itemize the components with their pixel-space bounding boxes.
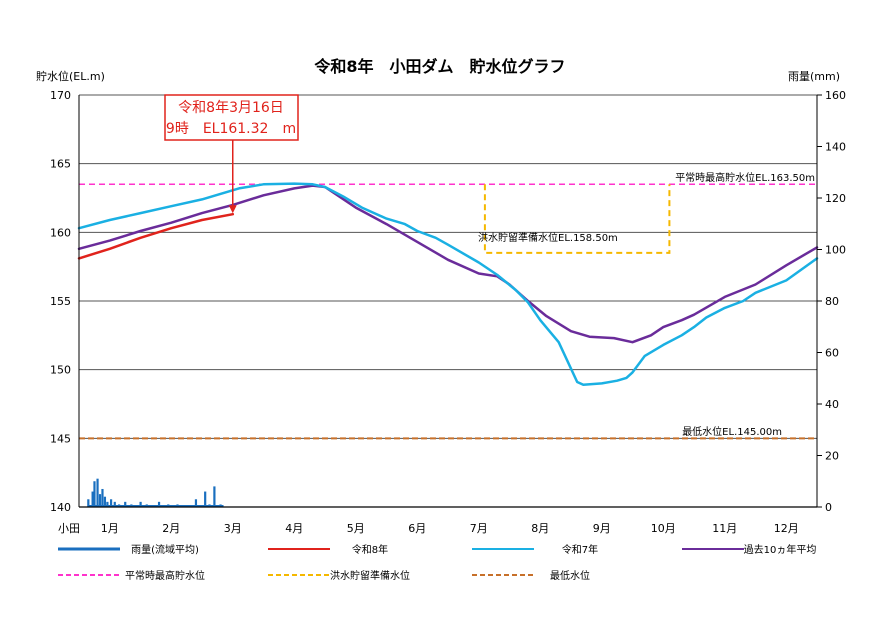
left-tick-label: 145	[50, 432, 71, 445]
rain-bar	[91, 491, 94, 507]
right-tick-label: 80	[825, 295, 839, 308]
month-label: 6月	[408, 522, 426, 535]
right-tick-label: 0	[825, 501, 832, 514]
rain-bar	[194, 499, 198, 507]
reference-lines	[79, 183, 817, 440]
legend-label-flood: 洪水貯留準備水位	[330, 569, 410, 582]
legend-label-minimum: 最低水位	[550, 569, 590, 582]
annotation: 令和8年3月16日 9時 EL161.32 m	[164, 94, 299, 214]
right-tick-label: 60	[825, 347, 839, 360]
rain-bar	[96, 478, 99, 507]
left-tick-label: 165	[50, 158, 71, 171]
rain-bar	[213, 486, 216, 507]
legend-label-avg: 過去10ヵ年平均	[744, 543, 817, 556]
right-tick-label: 120	[825, 192, 846, 205]
legend-label-normal_max: 平常時最高貯水位	[125, 569, 205, 582]
rain-bar	[157, 501, 161, 507]
left-tick-label: 160	[50, 226, 71, 239]
legend-label-rain: 雨量(流域平均)	[131, 543, 199, 556]
annotation-line2: 9時 EL161.32 m	[166, 121, 296, 137]
chart-title: 令和8年 小田ダム 貯水位グラフ	[313, 57, 565, 76]
rain-bar	[98, 494, 102, 507]
annotation-arrow-head	[228, 205, 237, 214]
rain-bar	[87, 499, 90, 507]
month-label: 8月	[531, 522, 549, 535]
month-label: 10月	[651, 522, 676, 535]
rain-bar	[139, 501, 142, 507]
month-label: 3月	[224, 522, 242, 535]
annotation-line1: 令和8年3月16日	[178, 100, 284, 116]
month-label: 2月	[162, 522, 180, 535]
rain-bar	[124, 501, 127, 507]
left-axis-label: 貯水位(EL.m)	[36, 69, 105, 83]
legend-label-r7: 令和7年	[562, 543, 598, 556]
rain-bar	[103, 496, 107, 507]
right-axis-label: 雨量(mm)	[788, 70, 840, 83]
right-tick-label: 160	[825, 89, 846, 102]
right-tick-label: 40	[825, 398, 839, 411]
rain-bar	[109, 499, 113, 507]
series-lines	[77, 182, 819, 387]
rain-bar	[113, 501, 116, 507]
rain-bar	[93, 481, 96, 507]
month-label: 4月	[285, 522, 303, 535]
month-label: 1月	[101, 522, 119, 535]
series-line-r8	[77, 212, 235, 260]
minimum-label: 最低水位EL.145.00m	[682, 425, 782, 438]
series-line-r7	[77, 182, 819, 387]
right-tick-label: 100	[825, 244, 846, 257]
x-prefix: 小田	[58, 522, 80, 535]
left-tick-label: 150	[50, 364, 71, 377]
flood-label: 洪水貯留準備水位EL.158.50m	[478, 231, 618, 244]
legend-label-r8: 令和8年	[352, 543, 388, 556]
month-label: 7月	[470, 522, 488, 535]
left-tick-label: 140	[50, 501, 71, 514]
rain-bar	[106, 501, 109, 507]
left-tick-label: 155	[50, 295, 71, 308]
right-tick-label: 140	[825, 141, 846, 154]
right-tick-label: 20	[825, 450, 839, 463]
annotation-box	[164, 94, 299, 141]
month-label: 11月	[712, 522, 737, 535]
axes: 140 145 150 155 160 165 170 0 20 40 60 80 100 120 140 1…	[50, 89, 846, 535]
month-label: 5月	[347, 522, 365, 535]
grid-lines	[79, 94, 817, 508]
normal-max-label: 平常時最高貯水位EL.163.50m	[675, 171, 815, 184]
rain-bar	[204, 491, 207, 507]
rain-bar	[101, 488, 104, 507]
rain-bars	[87, 478, 224, 507]
month-label: 9月	[593, 522, 611, 535]
flood-line	[483, 184, 671, 254]
left-tick-label: 170	[50, 89, 71, 102]
month-label: 12月	[774, 522, 799, 535]
